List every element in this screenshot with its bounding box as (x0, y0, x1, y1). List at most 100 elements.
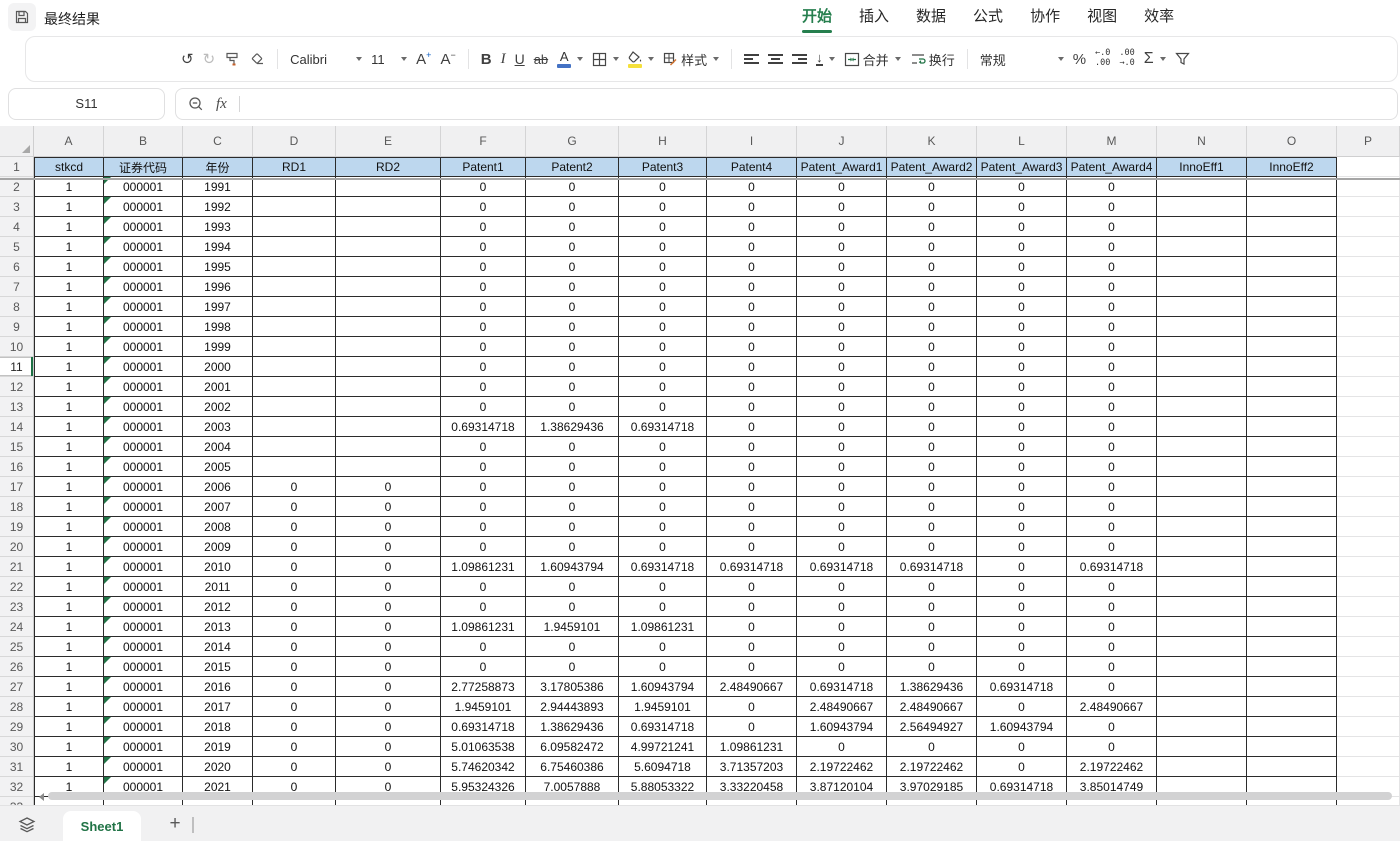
ribbon-tab-协作[interactable]: 协作 (1030, 8, 1061, 25)
ribbon-tab-开始[interactable]: 开始 (802, 0, 832, 34)
cell-L3[interactable]: 0 (977, 197, 1067, 217)
cell-K27[interactable]: 1.38629436 (887, 677, 977, 697)
cell-M16[interactable]: 0 (1067, 457, 1157, 477)
cell-F17[interactable]: 0 (441, 477, 526, 497)
row-header-33[interactable]: 33 (0, 797, 34, 805)
column-header-P[interactable]: P (1337, 126, 1400, 157)
fill-color-button[interactable] (628, 45, 655, 73)
row-header-19[interactable]: 19 (0, 517, 34, 537)
cell-P22[interactable] (1337, 577, 1400, 597)
cell-F20[interactable]: 0 (441, 537, 526, 557)
cell-G3[interactable]: 0 (526, 197, 619, 217)
cell-C20[interactable]: 2009 (183, 537, 253, 557)
cell-M3[interactable]: 0 (1067, 197, 1157, 217)
cell-I16[interactable]: 0 (707, 457, 797, 477)
cell-O31[interactable] (1247, 757, 1337, 777)
cell-P28[interactable] (1337, 697, 1400, 717)
cell-H30[interactable]: 4.99721241 (619, 737, 707, 757)
sheet-list-button[interactable] (17, 814, 39, 836)
cell-O15[interactable] (1247, 437, 1337, 457)
cell-C24[interactable]: 2013 (183, 617, 253, 637)
cell-M14[interactable]: 0 (1067, 417, 1157, 437)
cell-E12[interactable] (336, 377, 441, 397)
align-right-button[interactable] (792, 45, 808, 73)
cell-A22[interactable]: 1 (34, 577, 104, 597)
cell-O12[interactable] (1247, 377, 1337, 397)
cell-C19[interactable]: 2008 (183, 517, 253, 537)
cell-N19[interactable] (1157, 517, 1247, 537)
cell-F30[interactable]: 5.01063538 (441, 737, 526, 757)
cell-J17[interactable]: 0 (797, 477, 887, 497)
cell-H33[interactable] (619, 797, 707, 805)
cell-G6[interactable]: 0 (526, 257, 619, 277)
cell-A16[interactable]: 1 (34, 457, 104, 477)
row-header-14[interactable]: 14 (0, 417, 34, 437)
cell-H26[interactable]: 0 (619, 657, 707, 677)
cell-O5[interactable] (1247, 237, 1337, 257)
cell-J1[interactable]: Patent_Award1 (797, 157, 887, 177)
cell-O1[interactable]: InnoEff2 (1247, 157, 1337, 177)
cell-G25[interactable]: 0 (526, 637, 619, 657)
row-header-5[interactable]: 5 (0, 237, 34, 257)
decrease-decimal-button[interactable]: ←.0.00 (1095, 45, 1110, 73)
cell-L7[interactable]: 0 (977, 277, 1067, 297)
cell-D15[interactable] (253, 437, 336, 457)
cell-O30[interactable] (1247, 737, 1337, 757)
cell-E16[interactable] (336, 457, 441, 477)
cell-K19[interactable]: 0 (887, 517, 977, 537)
add-sheet-button[interactable]: + (162, 811, 188, 837)
cell-F28[interactable]: 1.9459101 (441, 697, 526, 717)
cell-A6[interactable]: 1 (34, 257, 104, 277)
cell-L30[interactable]: 0 (977, 737, 1067, 757)
cell-E22[interactable]: 0 (336, 577, 441, 597)
cell-B7[interactable]: 000001 (104, 277, 183, 297)
cell-A33[interactable] (34, 797, 104, 805)
cell-P31[interactable] (1337, 757, 1400, 777)
cell-E33[interactable] (336, 797, 441, 805)
cell-I20[interactable]: 0 (707, 537, 797, 557)
cell-F1[interactable]: Patent1 (441, 157, 526, 177)
cell-J21[interactable]: 0.69314718 (797, 557, 887, 577)
cell-O2[interactable] (1247, 177, 1337, 197)
cell-N22[interactable] (1157, 577, 1247, 597)
cell-H31[interactable]: 5.6094718 (619, 757, 707, 777)
cell-J15[interactable]: 0 (797, 437, 887, 457)
cell-K25[interactable]: 0 (887, 637, 977, 657)
cell-A19[interactable]: 1 (34, 517, 104, 537)
cell-C21[interactable]: 2010 (183, 557, 253, 577)
cell-G17[interactable]: 0 (526, 477, 619, 497)
align-left-button[interactable] (744, 45, 760, 73)
cell-D17[interactable]: 0 (253, 477, 336, 497)
cell-G13[interactable]: 0 (526, 397, 619, 417)
cell-J26[interactable]: 0 (797, 657, 887, 677)
cell-E9[interactable] (336, 317, 441, 337)
row-header-30[interactable]: 30 (0, 737, 34, 757)
horizontal-scrollbar-thumb[interactable] (48, 792, 1392, 800)
cell-G15[interactable]: 0 (526, 437, 619, 457)
cell-I33[interactable] (707, 797, 797, 805)
cell-M21[interactable]: 0.69314718 (1067, 557, 1157, 577)
cell-J31[interactable]: 2.19722462 (797, 757, 887, 777)
cell-D8[interactable] (253, 297, 336, 317)
cell-P30[interactable] (1337, 737, 1400, 757)
cell-H6[interactable]: 0 (619, 257, 707, 277)
cell-D27[interactable]: 0 (253, 677, 336, 697)
cell-F33[interactable] (441, 797, 526, 805)
cell-C28[interactable]: 2017 (183, 697, 253, 717)
cell-M33[interactable] (1067, 797, 1157, 805)
cell-P12[interactable] (1337, 377, 1400, 397)
cell-D7[interactable] (253, 277, 336, 297)
cell-K23[interactable]: 0 (887, 597, 977, 617)
cell-M20[interactable]: 0 (1067, 537, 1157, 557)
column-header-D[interactable]: D (253, 126, 336, 157)
cell-A25[interactable]: 1 (34, 637, 104, 657)
cell-D30[interactable]: 0 (253, 737, 336, 757)
cell-O21[interactable] (1247, 557, 1337, 577)
cell-L27[interactable]: 0.69314718 (977, 677, 1067, 697)
cell-I8[interactable]: 0 (707, 297, 797, 317)
cell-B15[interactable]: 000001 (104, 437, 183, 457)
cell-D4[interactable] (253, 217, 336, 237)
cell-A26[interactable]: 1 (34, 657, 104, 677)
cell-O20[interactable] (1247, 537, 1337, 557)
cell-E2[interactable] (336, 177, 441, 197)
